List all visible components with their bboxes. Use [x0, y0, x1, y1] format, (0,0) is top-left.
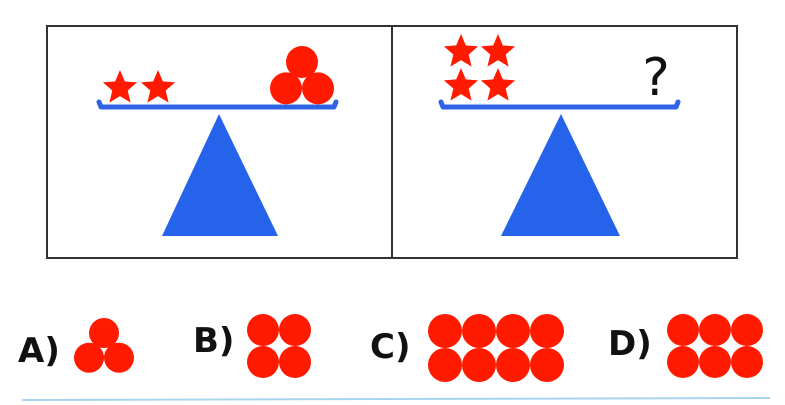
circle-shape	[270, 72, 302, 105]
circle-shape	[279, 346, 311, 378]
option-d[interactable]: D)	[608, 314, 763, 378]
option-c-shapes	[428, 314, 564, 382]
balance-panel-1	[96, 46, 339, 236]
option-a[interactable]: A)	[18, 318, 134, 373]
circle-shape	[286, 46, 318, 78]
circle-shape	[699, 314, 731, 346]
option-d-label: D)	[608, 324, 652, 364]
circle-shape	[731, 314, 763, 346]
right-pan-circles	[270, 46, 334, 105]
option-b-label: B)	[193, 321, 234, 361]
circle-shape	[89, 318, 119, 348]
scale-fulcrum	[162, 114, 278, 236]
scale-fulcrum	[501, 114, 620, 236]
star-shape	[480, 68, 516, 101]
option-d-shapes	[667, 314, 763, 378]
circle-shape	[667, 346, 699, 378]
scale-beam	[438, 99, 681, 110]
circle-shape	[667, 314, 699, 346]
circle-shape	[699, 346, 731, 378]
circle-shape	[279, 314, 311, 346]
option-c[interactable]: C)	[370, 314, 564, 382]
star-shape	[443, 68, 479, 101]
circle-shape	[428, 314, 462, 348]
scale-beam	[96, 99, 339, 110]
unknown-mark: ?	[642, 48, 670, 108]
circle-shape	[496, 314, 530, 348]
circle-shape	[104, 342, 134, 373]
left-pan-stars	[443, 34, 516, 101]
circle-shape	[462, 314, 496, 348]
circle-shape	[496, 348, 530, 382]
circle-shape	[462, 348, 496, 382]
circle-shape	[74, 342, 104, 373]
circle-shape	[247, 346, 279, 378]
option-a-shapes	[74, 318, 134, 373]
option-a-label: A)	[18, 331, 60, 371]
circle-shape	[731, 346, 763, 378]
circle-shape	[530, 314, 564, 348]
circle-shape	[247, 314, 279, 346]
star-shape	[140, 70, 176, 103]
circle-shape	[302, 72, 334, 105]
balance-panel-2: ?	[438, 34, 681, 236]
left-pan-stars	[102, 70, 176, 103]
option-b[interactable]: B)	[193, 314, 311, 378]
circle-shape	[428, 348, 462, 382]
star-shape	[480, 34, 516, 67]
circle-shape	[530, 348, 564, 382]
star-shape	[443, 34, 479, 67]
option-c-label: C)	[370, 327, 411, 367]
option-b-shapes	[247, 314, 311, 378]
bottom-rule	[21, 397, 771, 401]
star-shape	[102, 70, 138, 103]
